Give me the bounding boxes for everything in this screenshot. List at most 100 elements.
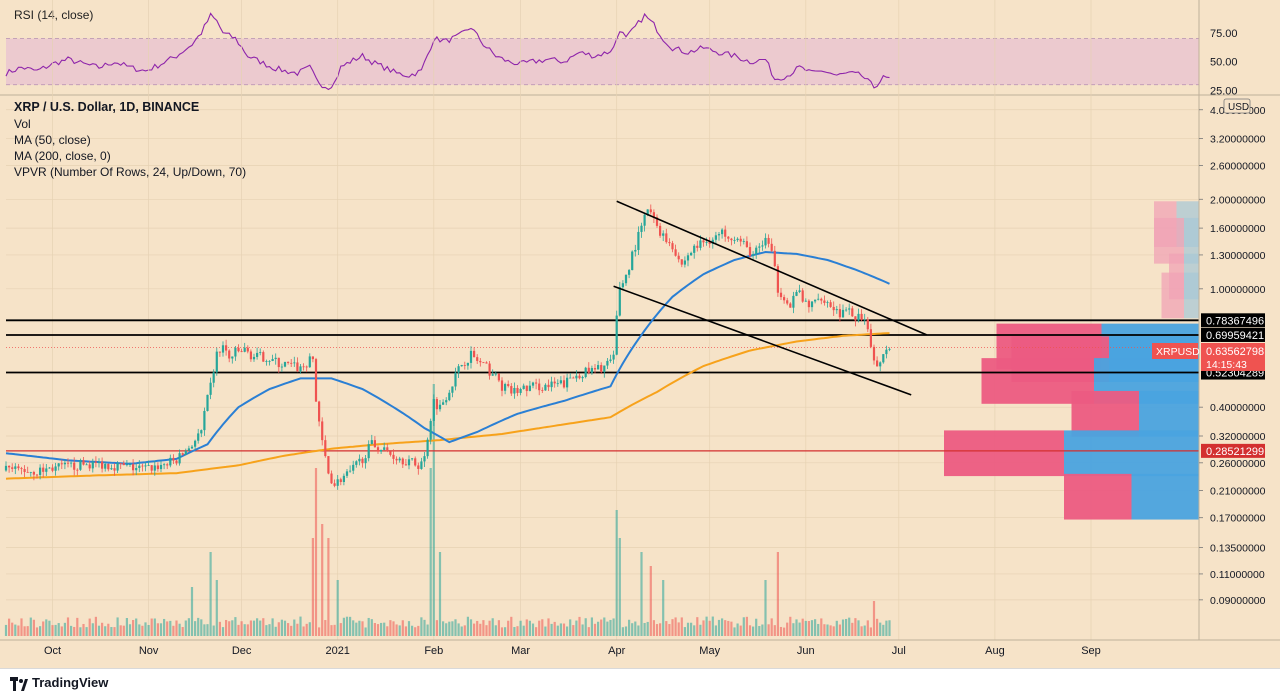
- volume-bar: [730, 621, 733, 636]
- candle-body: [491, 374, 494, 376]
- volume-bar: [559, 623, 562, 636]
- volume-bar: [212, 625, 215, 636]
- volume-bar: [197, 617, 200, 636]
- time-axis[interactable]: Oct Nov Dec 2021 Feb Mar Apr May Jun Jul Aug Sep: [44, 645, 1101, 657]
- volume-bar: [392, 621, 395, 636]
- price-level-tag-label: 0.28521299: [1206, 446, 1264, 458]
- volume-bar: [795, 619, 798, 636]
- currency-button-box[interactable]: [1223, 98, 1251, 114]
- candle-body: [603, 365, 606, 372]
- volume-bar: [79, 627, 82, 636]
- volume-bar: [752, 626, 755, 636]
- price-tick-label: 0.09000000: [1210, 595, 1266, 607]
- candle-body: [454, 372, 457, 387]
- volume-bar: [466, 616, 469, 636]
- volume-bar: [231, 620, 234, 636]
- volume-bar: [45, 619, 48, 636]
- candle-body: [70, 462, 73, 464]
- volume-bar: [200, 619, 203, 636]
- tradingview-brand: TradingView: [32, 675, 109, 690]
- volume-bar: [280, 619, 283, 636]
- candle-body: [407, 459, 411, 466]
- volume-bar: [237, 624, 240, 636]
- current-price-tag: XRPUSD 0.63562798 14:15:43: [1152, 343, 1265, 371]
- volume-bar: [562, 623, 566, 636]
- volume-bar: [125, 617, 128, 636]
- volume-bar: [35, 627, 39, 636]
- volume-bar: [243, 624, 246, 636]
- price-tick-label: 2.00000000: [1210, 194, 1266, 206]
- volume-bar: [94, 616, 97, 636]
- volume-bar: [469, 619, 473, 636]
- candle-body: [240, 351, 243, 353]
- candle-body: [835, 309, 838, 311]
- candle-body: [79, 460, 82, 470]
- volume-bar: [640, 552, 643, 636]
- candle-body: [674, 249, 677, 256]
- volume-bar: [256, 618, 259, 636]
- candle-body: [104, 463, 107, 469]
- volume-bar: [801, 618, 804, 636]
- volume-bar: [463, 625, 466, 636]
- candle-body: [35, 474, 39, 476]
- volume-bar: [122, 625, 125, 636]
- currency-button[interactable]: USD: [1223, 98, 1251, 114]
- candle-body: [66, 462, 70, 464]
- volume-bar: [603, 617, 606, 636]
- price-grid: [6, 0, 1199, 640]
- volume-bar: [600, 619, 603, 636]
- candle-body: [442, 402, 445, 405]
- candle-body: [683, 260, 686, 265]
- volume-bar: [66, 617, 70, 636]
- volume-bar: [91, 623, 94, 636]
- volume-bar: [485, 625, 488, 636]
- volume-bar: [26, 626, 29, 636]
- candle-body: [460, 365, 463, 367]
- candle-body: [228, 350, 231, 359]
- candle-body: [237, 347, 240, 352]
- volume-bar: [153, 618, 156, 636]
- candle-body: [857, 313, 860, 321]
- price-axis[interactable]: 4.000000003.200000002.600000002.00000000…: [1199, 105, 1266, 607]
- volume-bar: [708, 620, 711, 636]
- volume-bar: [305, 623, 308, 636]
- volume-bar: [293, 619, 296, 636]
- candle-body: [513, 387, 516, 394]
- candle-body: [479, 360, 482, 363]
- volume-bar: [857, 620, 860, 636]
- volume-bar: [417, 625, 420, 636]
- volume-bar: [804, 620, 807, 636]
- volume-bar: [240, 621, 243, 636]
- volume-bar: [187, 618, 190, 636]
- candle-body: [373, 440, 376, 448]
- volume-bar: [885, 620, 888, 636]
- candle-body: [20, 468, 23, 470]
- candle-body: [597, 365, 600, 370]
- candle-body: [283, 361, 287, 367]
- candle-body: [296, 362, 299, 372]
- legend-title: XRP / U.S. Dollar, 1D, BINANCE: [14, 100, 199, 114]
- volume-bar: [228, 621, 231, 636]
- volume-bar: [810, 620, 814, 636]
- candle-body: [91, 461, 94, 469]
- candle-body: [429, 420, 432, 440]
- candle-body: [138, 465, 141, 469]
- candle-body: [795, 291, 798, 296]
- candle-body: [308, 356, 311, 368]
- candle-body: [739, 238, 742, 242]
- volume-bar: [609, 619, 612, 636]
- volume-bar: [128, 624, 132, 636]
- volume-bar: [488, 620, 491, 636]
- volume-bar: [789, 616, 792, 636]
- currency-button-label[interactable]: USD: [1228, 102, 1249, 113]
- volume-bar: [888, 620, 891, 636]
- candle-body: [262, 352, 265, 362]
- candle-body: [135, 468, 138, 471]
- chart-canvas[interactable]: RSI (14, close) 75.00 50.00 25.00 XRP / U.…: [0, 0, 1280, 668]
- volume-bar: [683, 627, 686, 636]
- candle-body: [497, 373, 500, 381]
- candle-body: [339, 479, 342, 483]
- candle-body: [29, 471, 32, 473]
- descending-channel[interactable]: [613, 200, 928, 396]
